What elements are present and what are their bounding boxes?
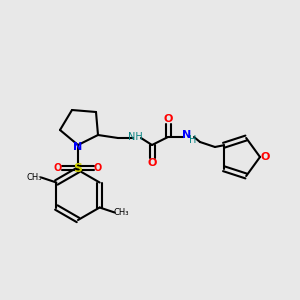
Text: N: N (74, 142, 82, 152)
Text: S: S (74, 161, 82, 175)
Text: O: O (163, 114, 173, 124)
Text: N: N (182, 130, 192, 140)
Text: CH₃: CH₃ (27, 173, 42, 182)
Text: O: O (54, 163, 62, 173)
Text: H: H (189, 135, 197, 145)
Text: O: O (94, 163, 102, 173)
Text: O: O (260, 152, 270, 162)
Text: NH: NH (128, 132, 142, 142)
Text: O: O (147, 158, 157, 168)
Text: CH₃: CH₃ (114, 208, 129, 217)
